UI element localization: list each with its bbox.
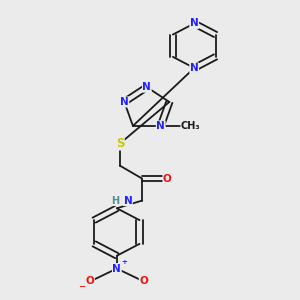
Text: −: − <box>79 282 86 291</box>
Text: N: N <box>156 121 165 131</box>
Text: N: N <box>120 97 129 107</box>
Text: H: H <box>111 196 119 206</box>
Text: N: N <box>190 63 199 73</box>
Text: O: O <box>163 174 172 184</box>
Text: N: N <box>124 196 132 206</box>
Text: S: S <box>116 137 124 150</box>
Text: CH₃: CH₃ <box>181 121 201 131</box>
Text: O: O <box>85 276 94 286</box>
Text: +: + <box>121 259 127 265</box>
Text: N: N <box>142 82 151 92</box>
Text: O: O <box>139 276 148 286</box>
Text: N: N <box>190 18 199 28</box>
Text: N: N <box>112 264 121 274</box>
